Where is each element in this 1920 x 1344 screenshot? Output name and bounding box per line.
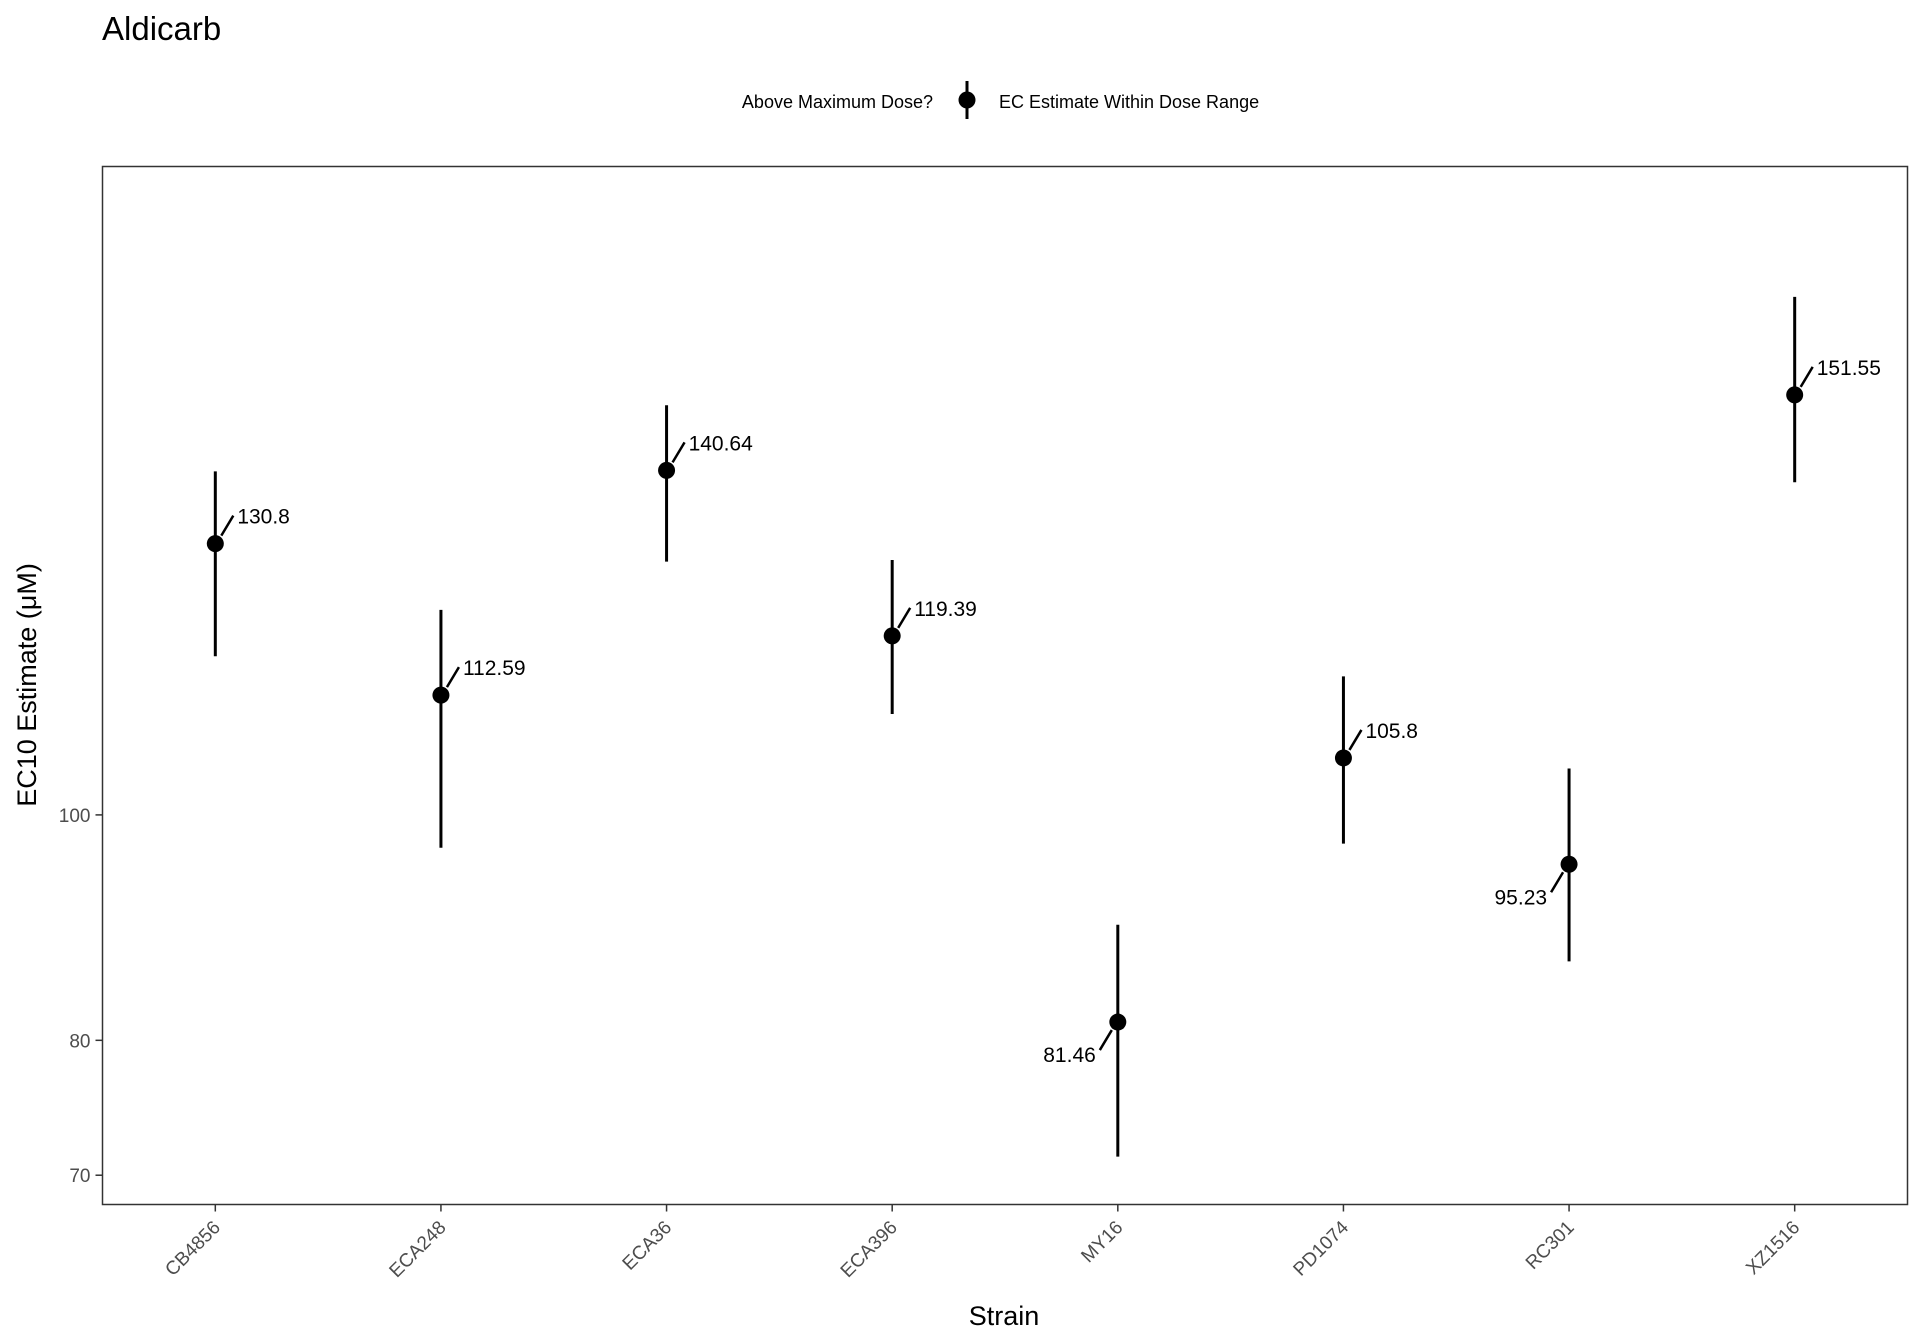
label-leader-line: [1799, 366, 1814, 388]
label-leader-line: [445, 666, 461, 688]
x-tick-label: MY16: [1077, 1217, 1127, 1267]
data-point: [1560, 855, 1578, 873]
y-tick-label: 100: [59, 806, 91, 827]
legend-title: Above Maximum Dose?: [742, 92, 933, 112]
x-tick-label: ECA248: [386, 1217, 451, 1282]
x-tick-label: ECA396: [837, 1217, 902, 1282]
y-axis-title: EC10 Estimate (μM): [12, 563, 42, 807]
data-point: [658, 461, 676, 479]
legend-key-point: [958, 91, 976, 109]
x-tick-label: RC301: [1522, 1217, 1579, 1274]
data-point: [432, 686, 450, 704]
data-marks: 130.8 112.59 140.64 119.39 81.46 105.8 95.23 15…: [206, 296, 1881, 1157]
x-axis: CB4856 ECA248 ECA36 ECA396 MY16 PD1074 RC301 XZ…: [161, 1204, 1804, 1282]
data-point: [1786, 386, 1804, 404]
x-tick-label: XZ1516: [1742, 1217, 1804, 1279]
label-leader-line: [671, 441, 686, 464]
data-label: 151.55: [1817, 357, 1881, 380]
data-point: [1334, 749, 1352, 767]
data-point: [1109, 1013, 1127, 1031]
data-label: 130.8: [237, 506, 290, 529]
data-label: 105.8: [1365, 720, 1418, 743]
data-label: 140.64: [689, 432, 754, 455]
legend: Above Maximum Dose? EC Estimate Within D…: [742, 81, 1259, 119]
y-tick-label: 70: [69, 1166, 90, 1187]
chart-title: Aldicarb: [102, 10, 221, 47]
legend-entry-label: EC Estimate Within Dose Range: [999, 92, 1259, 112]
data-point: [206, 535, 224, 553]
x-axis-title: Strain: [969, 1301, 1040, 1331]
x-tick-label: PD1074: [1290, 1217, 1354, 1281]
plot-panel: [101, 165, 1909, 1206]
y-tick-label: 80: [69, 1031, 90, 1052]
data-label: 95.23: [1495, 886, 1548, 909]
data-label: 81.46: [1043, 1044, 1096, 1067]
data-label: 112.59: [463, 657, 526, 680]
label-leader-line: [1098, 1029, 1113, 1051]
x-tick-label: CB4856: [161, 1217, 224, 1280]
label-leader-line: [897, 607, 912, 629]
label-leader-line: [1549, 871, 1565, 893]
data-point: [883, 627, 901, 645]
label-leader-line: [1348, 729, 1363, 751]
label-leader-line: [220, 515, 235, 537]
data-label: 119.39: [914, 598, 977, 621]
y-axis: 70 80 100: [59, 806, 103, 1187]
x-tick-label: ECA36: [619, 1217, 676, 1274]
